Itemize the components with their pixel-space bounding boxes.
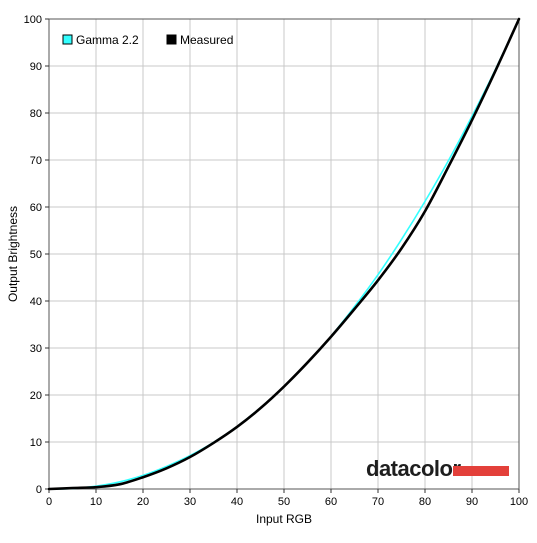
x-tick-label: 0	[46, 496, 52, 508]
x-tick-label: 30	[184, 496, 196, 508]
y-tick-label: 100	[24, 14, 42, 26]
x-tick-label: 80	[419, 496, 431, 508]
y-tick-label: 50	[30, 249, 42, 261]
axes: 0 10 20 30 40 50 60 70 80 90 100 0 10 20 30 40 50 60 70 80 9…	[24, 14, 529, 508]
datacolor-logo-bar	[453, 466, 509, 476]
y-tick-label: 70	[30, 155, 42, 167]
x-tick-label: 90	[466, 496, 478, 508]
legend-label-measured: Measured	[180, 33, 233, 47]
y-tick-label: 90	[30, 61, 42, 73]
x-tick-label: 40	[231, 496, 243, 508]
x-tick-label: 60	[325, 496, 337, 508]
datacolor-logo-text: datacolor	[366, 456, 461, 481]
y-tick-label: 10	[30, 437, 42, 449]
y-tick-label: 80	[30, 108, 42, 120]
legend-swatch-measured	[166, 34, 177, 45]
grid	[49, 19, 519, 489]
y-axis-label: Output Brightness	[6, 206, 20, 302]
y-tick-label: 40	[30, 296, 42, 308]
y-tick-label: 60	[30, 202, 42, 214]
x-tick-label: 20	[137, 496, 149, 508]
y-tick-label: 0	[36, 484, 42, 496]
x-tick-label: 10	[90, 496, 102, 508]
legend-label-gamma-2-2: Gamma 2.2	[76, 33, 139, 47]
legend-swatch-gamma-2-2	[62, 34, 73, 45]
y-tick-label: 20	[30, 390, 42, 402]
datacolor-logo: datacolor	[366, 456, 509, 481]
x-tick-label: 50	[278, 496, 290, 508]
y-tick-label: 30	[30, 343, 42, 355]
x-tick-label: 100	[510, 496, 528, 508]
series-line-measured	[47, 17, 521, 491]
series-lines	[47, 17, 521, 491]
x-axis-label: Input RGB	[256, 512, 312, 526]
legend: Gamma 2.2 Measured	[62, 33, 233, 47]
x-tick-label: 70	[372, 496, 384, 508]
